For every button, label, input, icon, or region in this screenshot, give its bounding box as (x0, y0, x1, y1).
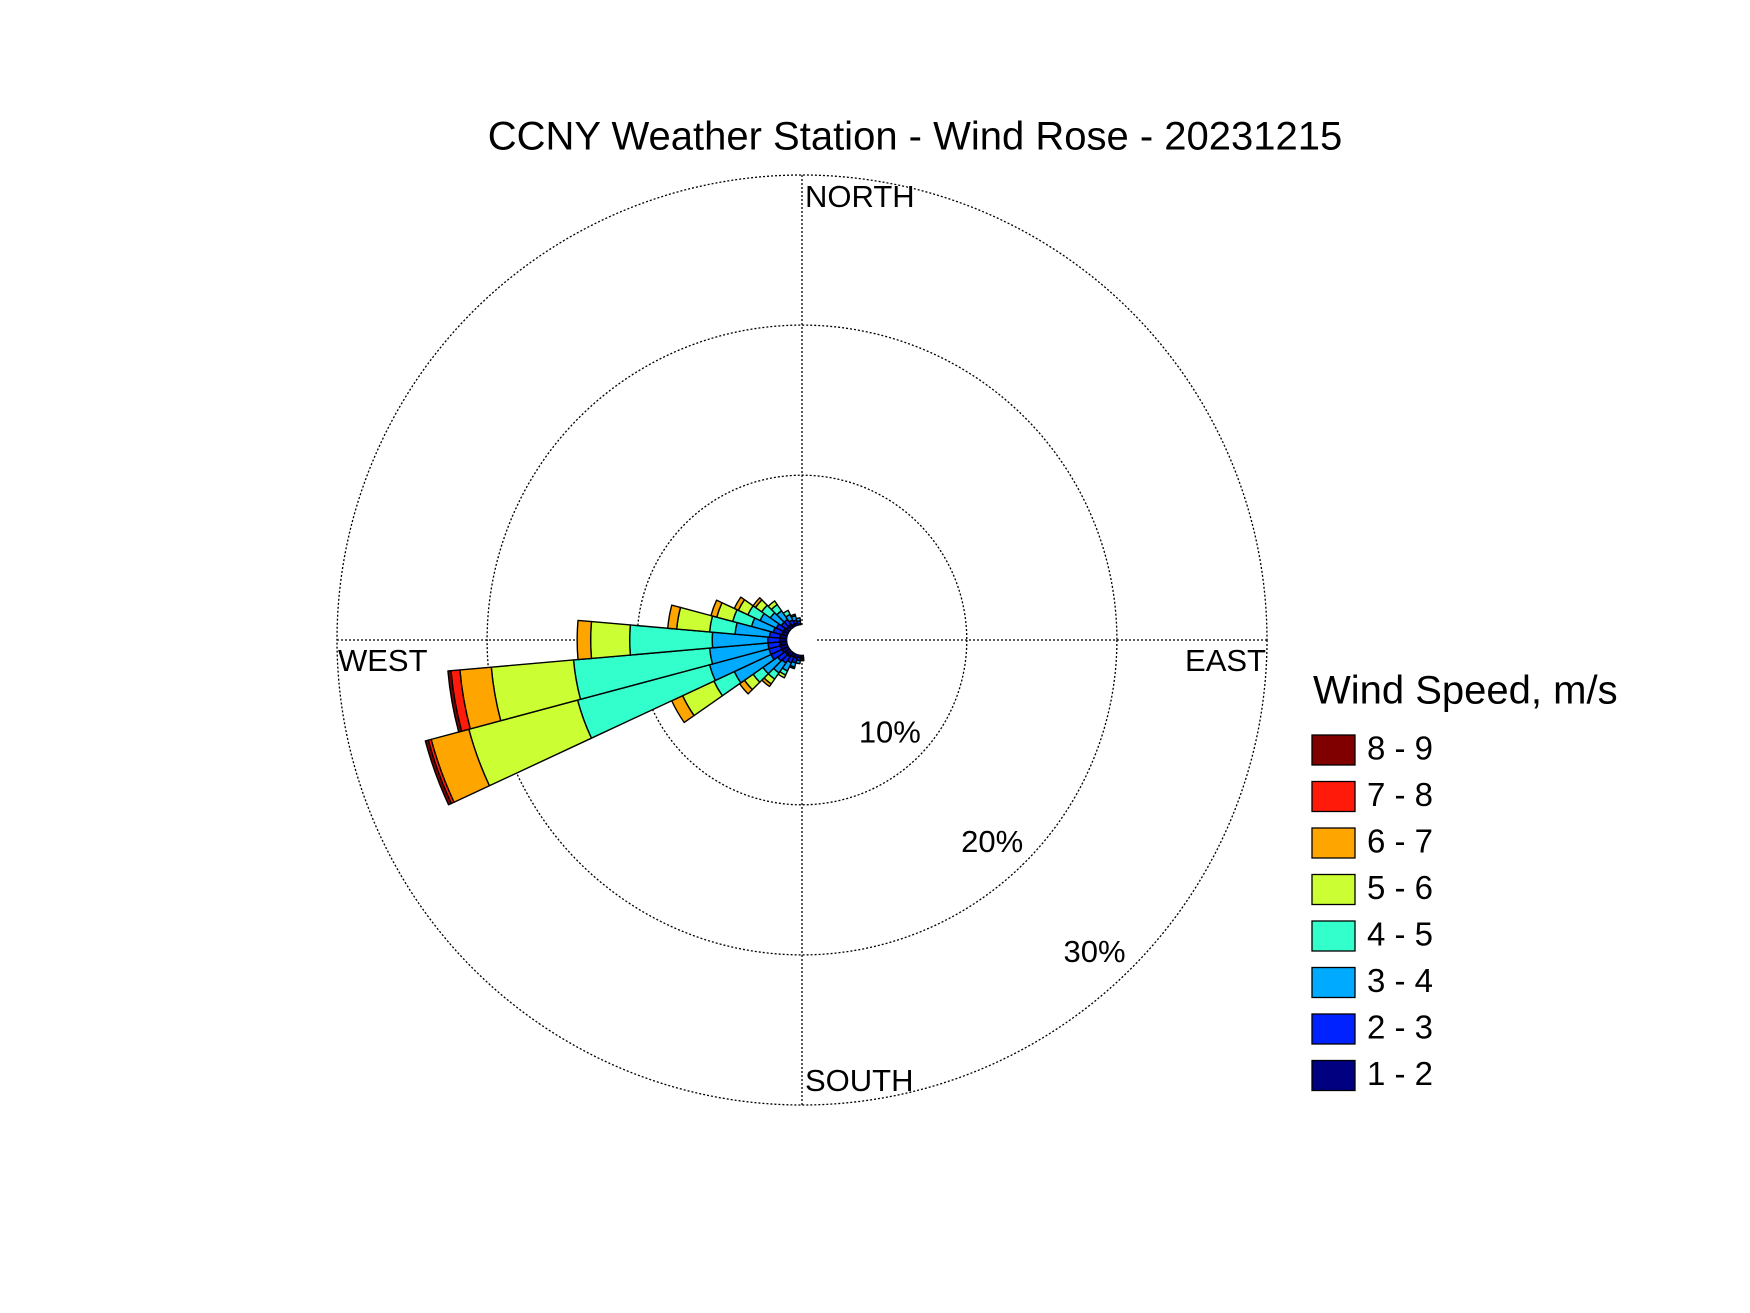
wedge (782, 609, 791, 618)
compass-label: EAST (1185, 643, 1266, 678)
legend-label: 3 - 4 (1367, 962, 1433, 999)
wedge (576, 619, 593, 661)
legend-swatch (1311, 1013, 1356, 1045)
legend-label: 4 - 5 (1367, 916, 1433, 953)
legend-swatch (1311, 780, 1356, 813)
legend-swatch (1311, 966, 1356, 999)
wedge (676, 606, 714, 633)
legend-label: 1 - 2 (1367, 1055, 1433, 1092)
legend-label: 7 - 8 (1367, 776, 1433, 813)
legend-swatch (1311, 873, 1356, 906)
wedge (752, 597, 763, 609)
wedge (795, 617, 802, 623)
r-tick-label: 30% (1064, 934, 1126, 969)
wedge (589, 620, 632, 660)
wedge (667, 604, 682, 630)
grid-ring (336, 174, 1268, 1106)
legend-label: 6 - 7 (1367, 823, 1433, 860)
compass-label: SOUTH (805, 1063, 914, 1098)
chart-title: CCNY Weather Station - Wind Rose - 20231… (488, 115, 1343, 159)
legend-label: 2 - 3 (1367, 1009, 1433, 1046)
r-tick-label: 20% (961, 824, 1023, 859)
wedge (767, 600, 778, 611)
legend-swatch (1311, 827, 1356, 859)
compass-label: NORTH (805, 179, 915, 214)
wedge (447, 670, 463, 733)
center-hole (787, 625, 817, 655)
wedge (710, 599, 723, 618)
compass-label: WEST (338, 643, 428, 678)
legend-swatch (1311, 920, 1356, 952)
legend-label: 8 - 9 (1367, 730, 1433, 767)
r-tick-label: 10% (859, 714, 921, 749)
legend-label: 5 - 6 (1367, 869, 1433, 906)
wedge (424, 739, 453, 806)
legend-swatch (1311, 1059, 1356, 1092)
wedge (733, 596, 746, 612)
legend-swatch (1311, 734, 1356, 766)
wedge (790, 613, 797, 618)
grid-ring (486, 324, 1118, 956)
legend-title: Wind Speed, m/s (1313, 669, 1618, 713)
